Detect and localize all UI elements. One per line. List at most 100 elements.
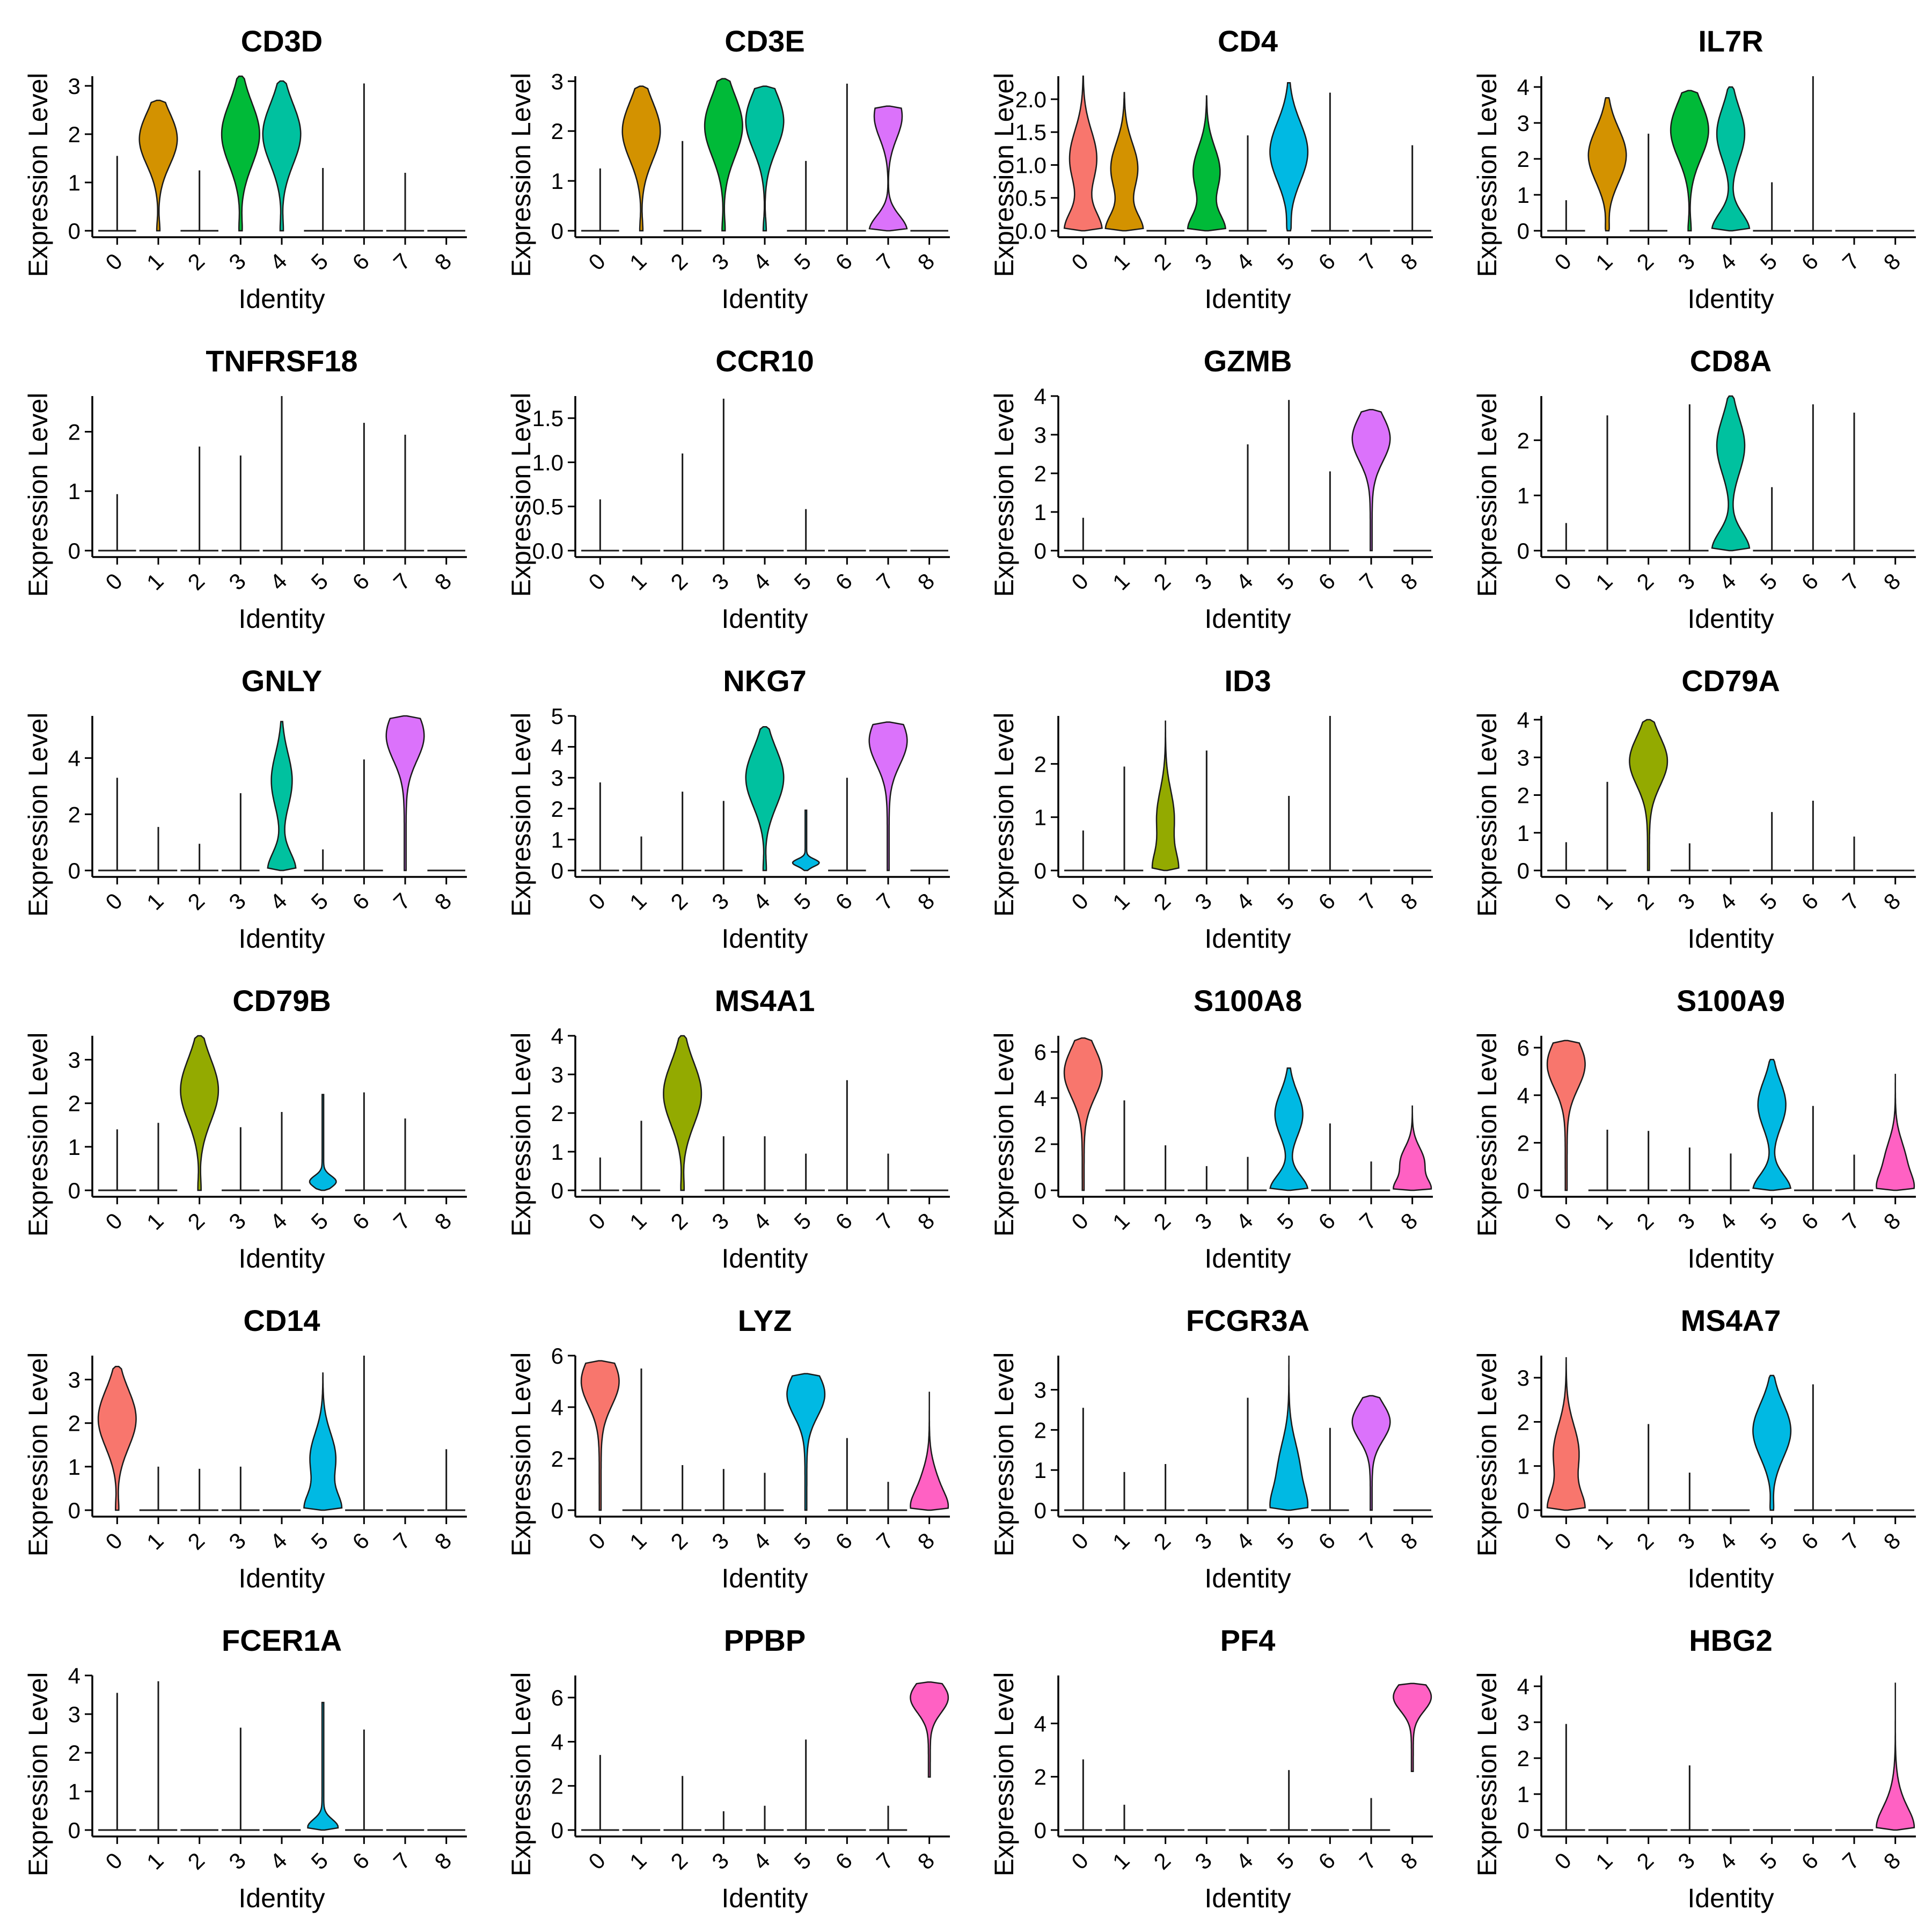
x-tick-label: 6 [347,888,374,915]
panel-title: MS4A1 [715,984,815,1018]
x-tick-label: 2 [1149,888,1176,915]
violin-cluster-7 [868,721,908,872]
x-tick-label: 0 [1066,1848,1093,1875]
x-tick-label: 6 [347,568,374,595]
y-tick-label: 1 [1517,483,1529,508]
x-tick-label: 3 [1190,888,1217,915]
x-axis-label: Identity [1204,1883,1291,1913]
y-tick-label: 1 [68,479,80,504]
x-axis-label: Identity [238,284,325,314]
x-tick-label: 1 [142,1528,169,1555]
violin-cluster-8 [1876,1682,1915,1831]
y-tick-label: 2 [68,122,80,147]
y-tick-label: 0 [1517,858,1529,883]
y-tick-label: 3 [1517,111,1529,136]
x-tick-label: 5 [1755,568,1782,595]
x-tick-label: 8 [430,1208,457,1235]
y-tick-label: 0 [68,858,80,883]
y-tick-label: 4 [1517,707,1529,733]
x-tick-label: 2 [666,1208,693,1235]
x-tick-label: 2 [1632,1208,1659,1235]
y-tick-label: 1 [551,1139,564,1165]
y-tick-label: 2.0 [1015,87,1046,112]
violin-panel-cd4: CD4 Expression Level Identity 0.0 0.5 1.0 1.5 2… [989,24,1433,314]
y-tick-label: 4 [1517,75,1529,100]
y-axis-label: Expression Level [506,73,536,277]
y-tick-label: 0 [551,1818,564,1843]
x-tick-label: 5 [1272,1208,1299,1235]
y-axis-label: Expression Level [989,1352,1019,1557]
x-tick-label: 3 [224,568,251,595]
violin-cluster-4 [745,85,785,232]
y-axis-label: Expression Level [1472,1672,1502,1877]
x-tick-label: 0 [1066,568,1093,595]
x-tick-label: 1 [1591,888,1618,915]
x-tick-label: 6 [347,248,374,275]
x-tick-label: 7 [872,1848,898,1875]
x-tick-label: 3 [707,1848,734,1875]
x-tick-label: 7 [389,1528,415,1555]
violin-cluster-8 [1876,1073,1915,1191]
panel-title: GNLY [241,664,322,698]
x-axis-label: Identity [1687,1563,1774,1593]
x-tick-label: 1 [625,568,652,595]
x-tick-label: 2 [1632,568,1659,595]
x-tick-label: 0 [1549,1208,1576,1235]
x-tick-label: 4 [1231,888,1258,915]
x-tick-label: 8 [430,248,457,275]
x-tick-label: 4 [1231,1208,1258,1235]
y-axis-label: Expression Level [23,393,53,597]
y-axis-label: Expression Level [23,1033,53,1237]
x-tick-label: 4 [748,1208,775,1235]
x-tick-label: 4 [265,1528,292,1555]
y-tick-label: 0 [1034,1498,1046,1523]
x-tick-label: 6 [347,1848,374,1875]
x-tick-label: 5 [789,888,816,915]
x-tick-label: 5 [1755,248,1782,275]
x-tick-label: 6 [830,1528,857,1555]
y-tick-label: 3 [551,69,564,94]
x-tick-label: 7 [389,888,415,915]
x-tick-label: 7 [1355,888,1381,915]
y-tick-label: 0 [68,538,80,564]
y-tick-label: 1 [68,1135,80,1160]
x-tick-label: 7 [872,888,898,915]
x-tick-label: 5 [306,568,333,595]
y-tick-label: 1 [68,1454,80,1480]
y-tick-label: 3 [1517,1365,1529,1391]
x-axis-label: Identity [1204,924,1291,954]
y-tick-label: 2 [68,1740,80,1766]
x-tick-label: 7 [872,1528,898,1555]
x-axis-label: Identity [1687,284,1774,314]
y-tick-label: 4 [551,1023,564,1049]
x-tick-label: 7 [1355,568,1381,595]
y-tick-label: 2 [68,802,80,827]
x-tick-label: 6 [1313,1848,1340,1875]
x-tick-label: 6 [1796,1208,1823,1235]
x-axis-label: Identity [1687,924,1774,954]
x-tick-label: 5 [1755,1848,1782,1875]
y-tick-label: 2 [1034,751,1046,777]
x-tick-label: 3 [707,1208,734,1235]
x-tick-label: 8 [430,888,457,915]
x-tick-label: 5 [306,1528,333,1555]
y-tick-label: 1 [68,1779,80,1804]
x-tick-label: 1 [1591,1528,1618,1555]
x-tick-label: 6 [1313,1528,1340,1555]
x-tick-label: 4 [748,888,775,915]
violin-cluster-0 [580,1360,620,1511]
y-axis-label: Expression Level [506,1033,536,1237]
y-axis-label: Expression Level [506,393,536,597]
x-axis-label: Identity [1687,1243,1774,1274]
violin-cluster-1 [138,99,178,232]
